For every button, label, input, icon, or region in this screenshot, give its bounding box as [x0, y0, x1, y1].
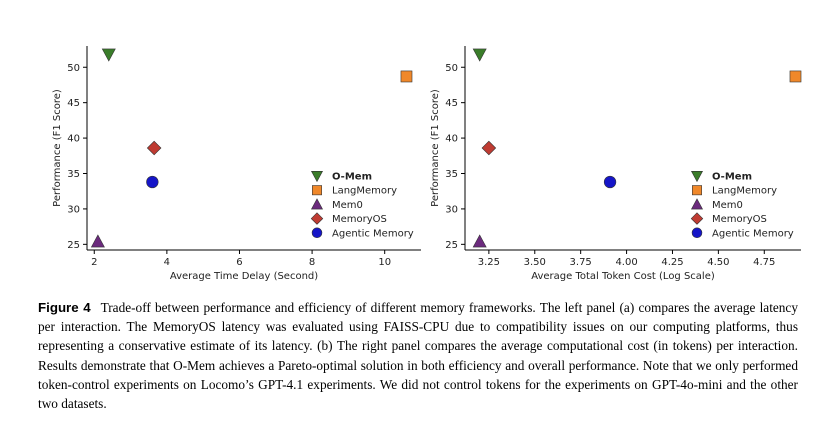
data-point-agentic-memory	[603, 175, 617, 189]
y-tick-label: 35	[67, 169, 80, 180]
y-tick-label: 30	[67, 204, 80, 215]
figure-caption: Figure 4 Trade-off between performance a…	[38, 298, 798, 413]
data-point-mem0	[472, 234, 487, 248]
data-point-langmemory	[400, 70, 413, 83]
y-tick-label: 40	[67, 134, 80, 145]
x-tick-label: 4.25	[661, 257, 683, 268]
legend-marker	[310, 171, 324, 183]
data-point-memoryos	[146, 140, 162, 156]
legend-marker	[690, 198, 704, 210]
x-tick-label: 3.75	[570, 257, 592, 268]
data-point-agentic-memory	[146, 175, 159, 189]
y-tick-label: 50	[67, 63, 80, 74]
y-tick-label: 40	[445, 134, 458, 145]
legend-label: Agentic Memory	[332, 228, 414, 239]
x-tick-label: 4.00	[615, 257, 637, 268]
y-tick-label: 25	[445, 240, 458, 251]
y-tick-label: 25	[67, 240, 80, 251]
legend-label: Mem0	[712, 200, 743, 211]
legend-label: MemoryOS	[712, 214, 767, 225]
legend-label: O-Mem	[712, 172, 752, 183]
legend-marker	[310, 198, 324, 210]
legend-label: Mem0	[332, 200, 363, 211]
x-tick-label: 3.25	[478, 257, 500, 268]
x-tick-label: 10	[378, 257, 391, 268]
y-axis-label: Performance (F1 Score)	[430, 89, 441, 207]
legend-marker	[310, 212, 324, 225]
y-tick-label: 50	[445, 63, 458, 74]
y-tick-label: 45	[67, 98, 80, 109]
legend-marker	[312, 185, 322, 196]
data-point-o-mem	[472, 48, 487, 62]
caption-text: Trade-off between performance and effici…	[38, 300, 798, 412]
chart-svg: 2 4 6 8 10 25 30 35 40 45 50 Average Time Delay (Se…	[52, 46, 802, 282]
legend-marker	[690, 212, 704, 225]
x-tick-label: 3.50	[524, 257, 546, 268]
chart-panel-a: 2 4 6 8 10 25 30 35 40 45 50 Average Time Delay (Se…	[52, 46, 421, 282]
y-tick-label: 45	[445, 98, 458, 109]
legend-label: MemoryOS	[332, 214, 387, 225]
x-axis-label: Average Total Token Cost (Log Scale)	[531, 271, 715, 282]
legend-marker	[311, 227, 323, 239]
chart-panel-b: 3.25 3.50 3.75 4.00 4.25 4.50 4.75 25 30 35 40 45 50…	[430, 46, 802, 282]
data-point-memoryos	[481, 140, 497, 156]
x-tick-label: 6	[236, 257, 242, 268]
x-tick-label: 2	[91, 257, 97, 268]
x-tick-label: 4.75	[753, 257, 775, 268]
y-axis-label: Performance (F1 Score)	[52, 89, 63, 207]
y-tick-label: 30	[445, 204, 458, 215]
data-point-langmemory	[789, 70, 802, 83]
legend-label: LangMemory	[712, 186, 777, 197]
legend-marker	[690, 171, 704, 183]
x-tick-label: 4	[164, 257, 170, 268]
legend-marker	[691, 227, 703, 239]
legend-marker	[692, 185, 702, 196]
figure-area: 2 4 6 8 10 25 30 35 40 45 50 Average Time Delay (Se…	[52, 46, 802, 282]
data-point-mem0	[90, 234, 105, 248]
caption-label: Figure 4	[38, 300, 91, 315]
x-axis-label: Average Time Delay (Second)	[170, 271, 318, 282]
x-tick-label: 8	[309, 257, 315, 268]
x-tick-label: 4.50	[707, 257, 729, 268]
legend-label: O-Mem	[332, 172, 372, 183]
y-tick-label: 35	[445, 169, 458, 180]
legend-label: Agentic Memory	[712, 228, 794, 239]
legend-label: LangMemory	[332, 186, 397, 197]
data-point-o-mem	[101, 48, 116, 62]
